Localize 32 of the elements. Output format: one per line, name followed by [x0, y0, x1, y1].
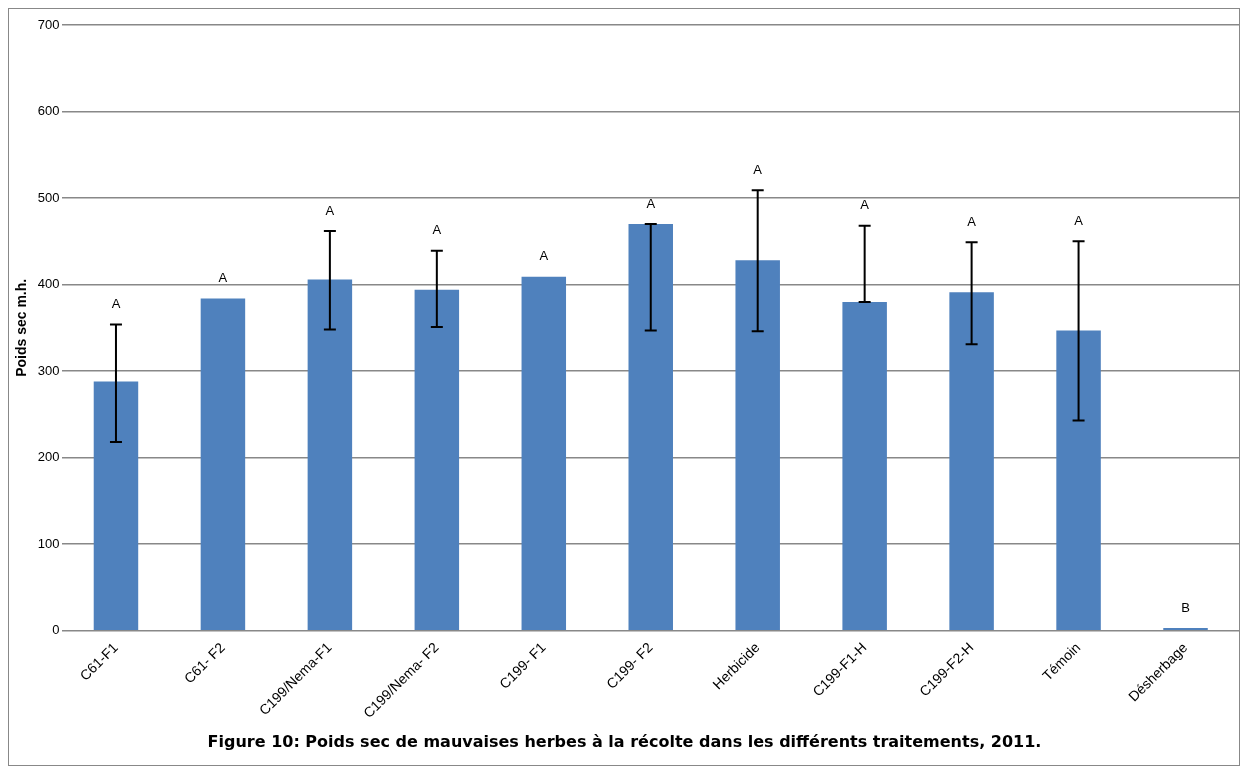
y-tick-label: 300 [37, 362, 60, 378]
y-tick-label: 0 [52, 622, 60, 638]
y-tick-label: 100 [37, 535, 60, 551]
bar [842, 301, 887, 630]
bar [414, 289, 460, 630]
annotation: A [539, 248, 549, 264]
bar [307, 279, 353, 630]
annotation: A [753, 161, 763, 177]
bar [735, 260, 780, 630]
bar [93, 381, 139, 630]
annotation: A [967, 213, 977, 229]
y-tick-label: 700 [37, 16, 60, 32]
bar [1056, 330, 1101, 630]
y-tick-label: 600 [37, 103, 60, 119]
annotation: A [111, 295, 121, 311]
bar [521, 276, 567, 630]
y-axis-title: Poids sec m.h. [13, 278, 30, 377]
x-tick-label: C61- F2 [180, 639, 228, 687]
annotation: A [432, 222, 442, 238]
y-tick-label: 200 [37, 449, 60, 465]
bar [949, 292, 994, 630]
annotation: A [218, 270, 228, 286]
annotation: A [325, 202, 335, 218]
y-tick-label: 400 [37, 276, 60, 292]
y-tick-label: 500 [37, 189, 60, 205]
annotation: B [1181, 599, 1190, 615]
bar [200, 298, 246, 630]
annotation: A [1074, 212, 1084, 228]
annotation: A [646, 195, 656, 211]
caption: Figure 10: Poids sec de mauvaises herbes à la récolte dans les différents traitements, 2011. [206, 732, 1043, 751]
bar [628, 224, 673, 630]
annotation: A [860, 197, 870, 213]
